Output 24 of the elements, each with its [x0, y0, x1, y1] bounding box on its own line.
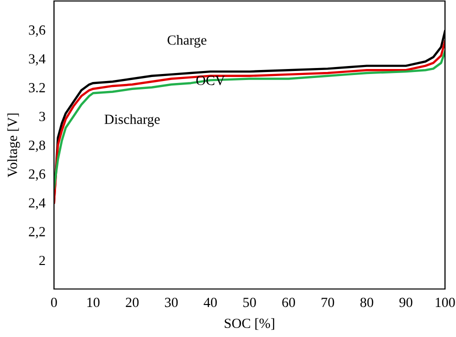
- x-tick-label: 10: [87, 298, 100, 308]
- x-tick-label: 80: [360, 298, 374, 308]
- y-tick-label: 2: [39, 256, 45, 266]
- y-tick-label: 2,2: [28, 227, 45, 238]
- series-label: Charge: [168, 35, 206, 48]
- y-tick-label: 3,6: [28, 25, 46, 37]
- y-tick-label: 3,4: [28, 54, 46, 66]
- x-tick-label: 70: [322, 298, 334, 308]
- y-tick-label: 3.2: [28, 83, 45, 92]
- x-axis-title: SOC [%]: [224, 318, 274, 330]
- x-tick-label: 60: [282, 298, 296, 308]
- y-tick-label: 2,8: [28, 140, 46, 152]
- x-tick-label: 90: [399, 298, 412, 308]
- series-label: Discharge: [104, 114, 160, 127]
- x-tick-label: 50: [243, 298, 256, 308]
- x-tick-label: 20: [126, 298, 139, 308]
- y-tick-label: 2,6: [28, 169, 46, 181]
- x-tick-label: 40: [204, 298, 217, 308]
- x-tick-label: 100: [436, 298, 455, 308]
- y-tick-label: 2,4: [28, 198, 46, 210]
- y-axis-title: Voltage [V]: [7, 114, 20, 178]
- x-tick-label: 30: [165, 298, 178, 308]
- x-tick-label: 0: [51, 298, 57, 308]
- y-tick-label: 3: [39, 112, 46, 122]
